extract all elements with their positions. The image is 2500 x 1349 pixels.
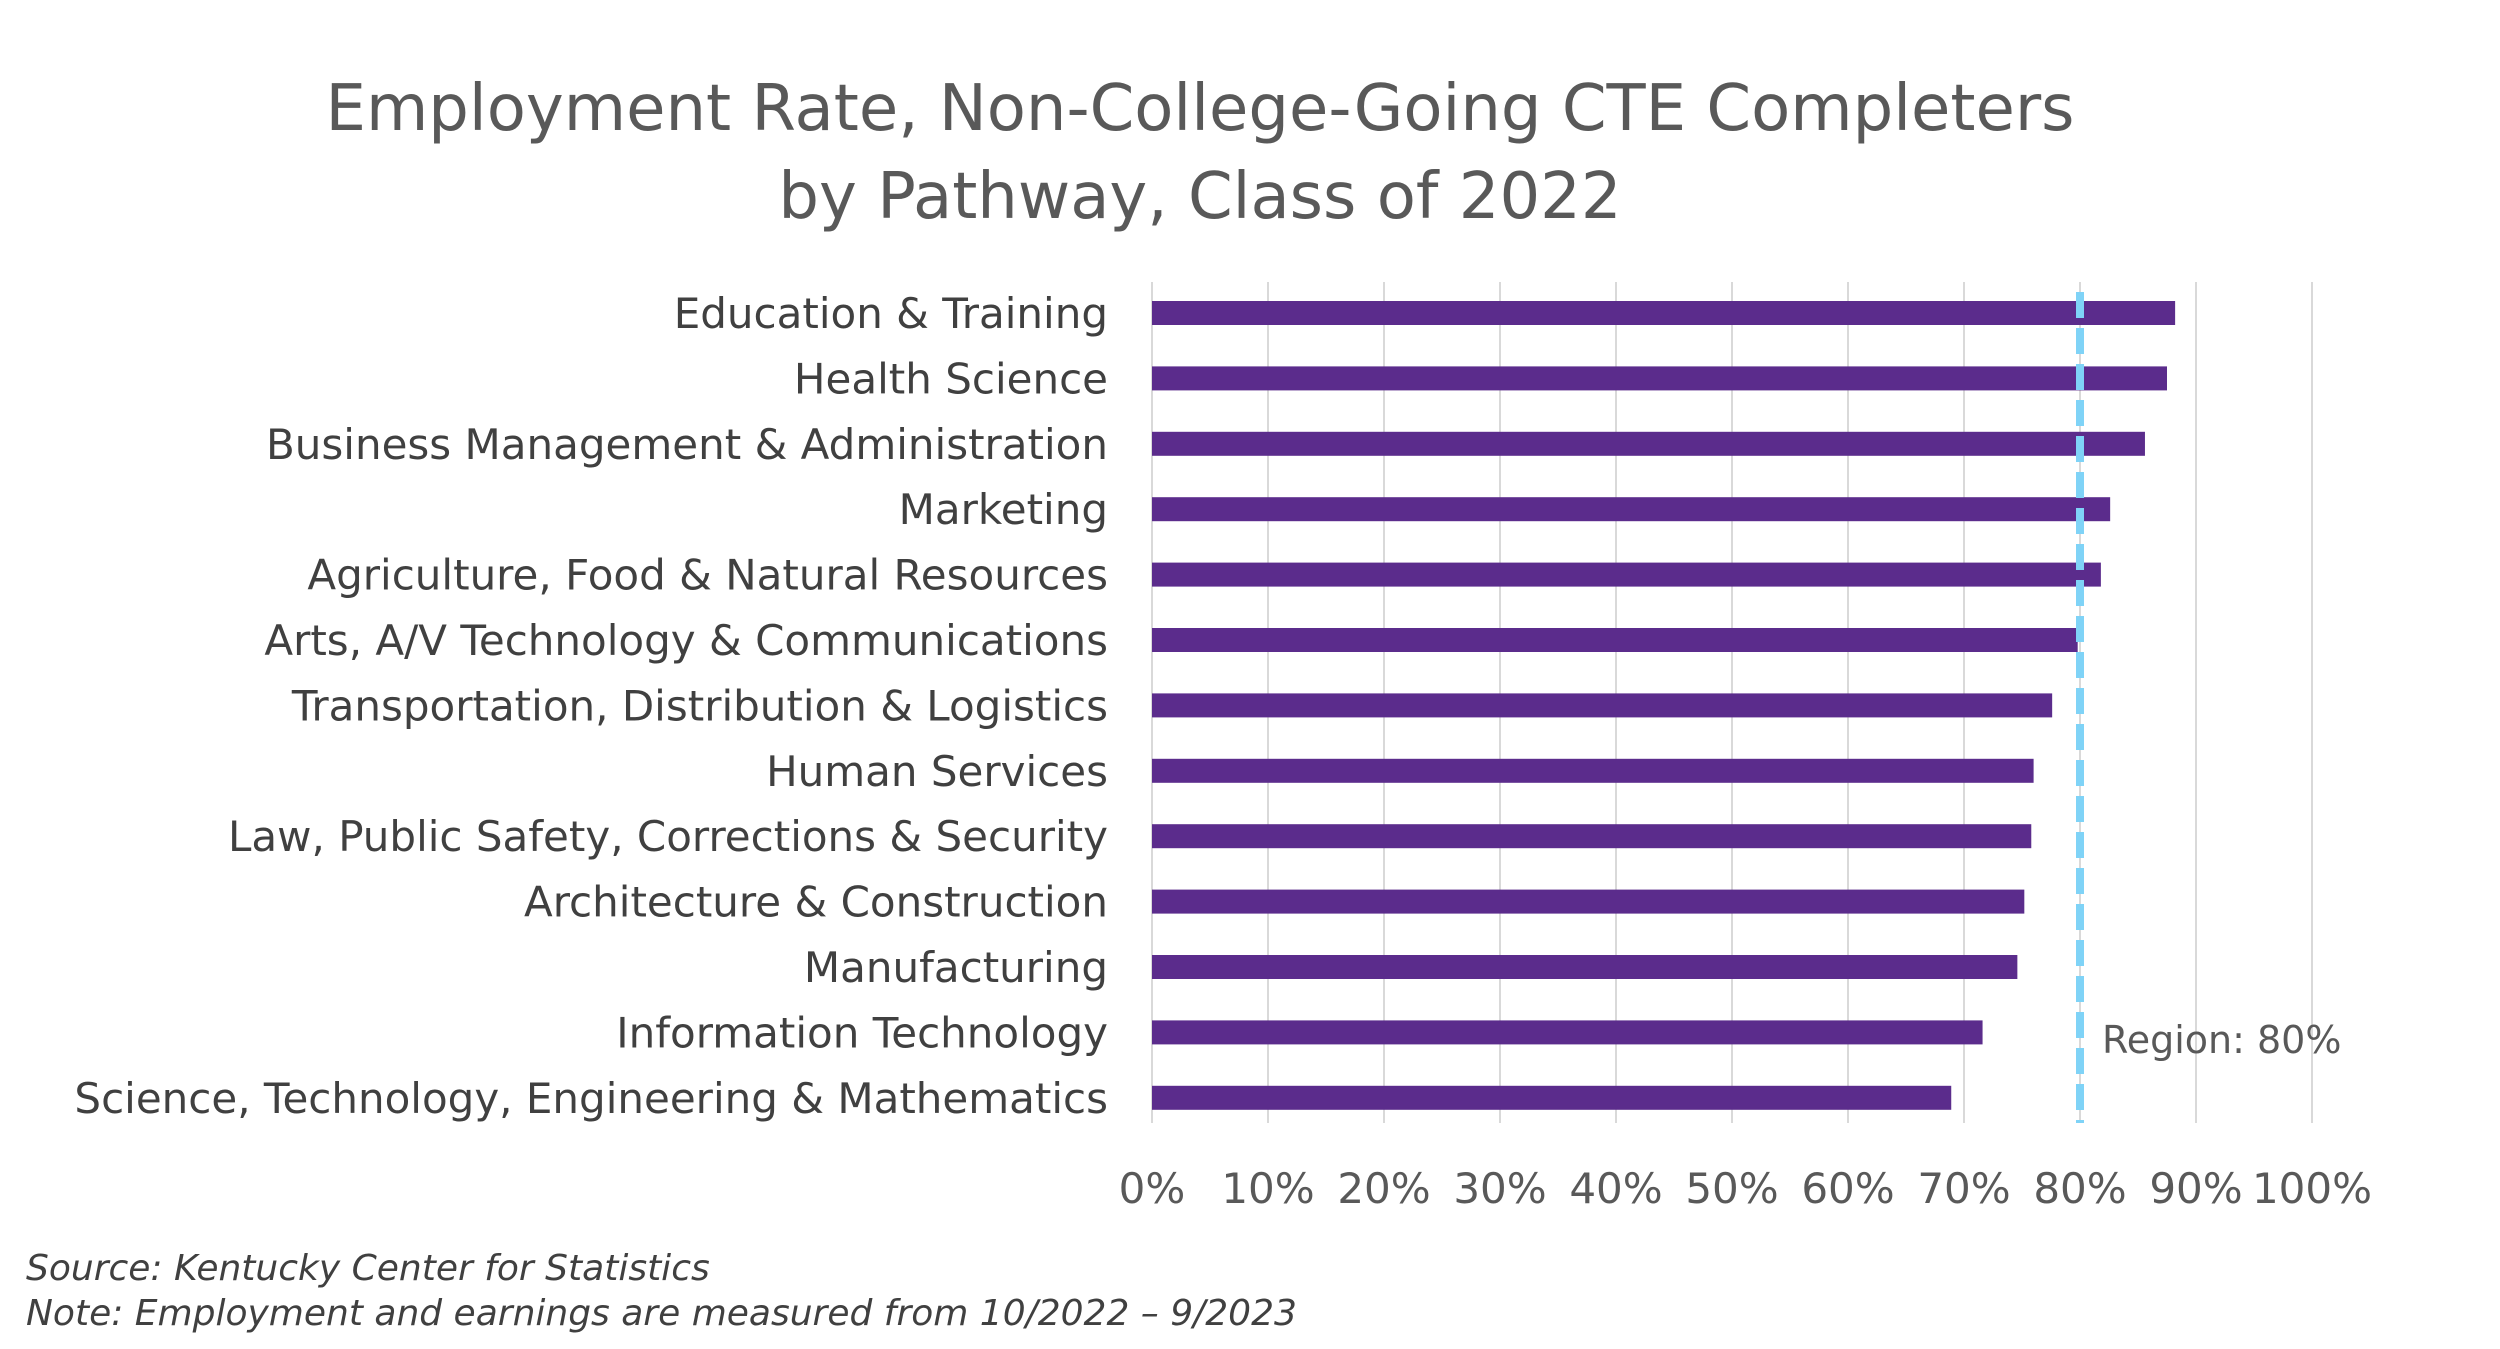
category-label-3: Business Management & Administration <box>266 420 1108 469</box>
chart-title-line-1: Employment Rate, Non-College-Going CTE C… <box>326 72 2075 146</box>
bar-12 <box>1152 1020 1983 1045</box>
bar-8 <box>1152 758 2034 783</box>
category-label-11: Manufacturing <box>804 943 1108 992</box>
x-tick-label-0: 0% <box>1119 1164 1186 1213</box>
category-label-8: Human Services <box>766 747 1108 796</box>
x-tick-label-50: 50% <box>1685 1164 1778 1213</box>
category-label-1: Education & Training <box>674 289 1108 338</box>
category-label-13: Science, Technology, Engineering & Mathe… <box>74 1074 1108 1123</box>
bar-7 <box>1152 693 2053 718</box>
x-tick-label-40: 40% <box>1569 1164 1662 1213</box>
x-tick-label-60: 60% <box>1801 1164 1894 1213</box>
measurement-note: Note: Employment and earnings are measur… <box>26 1293 1297 1334</box>
category-label-4: Marketing <box>899 485 1108 534</box>
category-label-6: Arts, A/V Technology & Communications <box>264 616 1108 665</box>
chart-title-line-2: by Pathway, Class of 2022 <box>778 160 1621 234</box>
x-tick-label-30: 30% <box>1453 1164 1546 1213</box>
x-tick-label-80: 80% <box>2033 1164 2126 1213</box>
bar-1 <box>1152 301 2176 325</box>
bar-3 <box>1152 431 2145 456</box>
bar-13 <box>1152 1085 1952 1110</box>
bar-10 <box>1152 889 2025 914</box>
bar-4 <box>1152 497 2111 522</box>
category-label-12: Information Technology <box>616 1008 1108 1057</box>
bar-6 <box>1152 628 2078 652</box>
category-label-5: Agriculture, Food & Natural Resources <box>307 551 1108 600</box>
bar-2 <box>1152 366 2167 391</box>
x-tick-label-70: 70% <box>1917 1164 2010 1213</box>
x-tick-label-10: 10% <box>1221 1164 1314 1213</box>
bar-11 <box>1152 955 2018 979</box>
reference-line-label: Region: 80% <box>2102 1018 2341 1062</box>
bar-9 <box>1152 824 2032 849</box>
bar-5 <box>1152 562 2101 587</box>
category-label-7: Transportation, Distribution & Logistics <box>291 681 1108 730</box>
source-note: Source: Kentucky Center for Statistics <box>26 1248 710 1289</box>
x-tick-label-100: 100% <box>2252 1164 2372 1213</box>
category-label-2: Health Science <box>794 354 1108 403</box>
category-label-9: Law, Public Safety, Corrections & Securi… <box>228 812 1108 861</box>
x-tick-label-90: 90% <box>2149 1164 2242 1213</box>
category-label-10: Architecture & Construction <box>524 878 1108 927</box>
x-tick-label-20: 20% <box>1337 1164 1430 1213</box>
